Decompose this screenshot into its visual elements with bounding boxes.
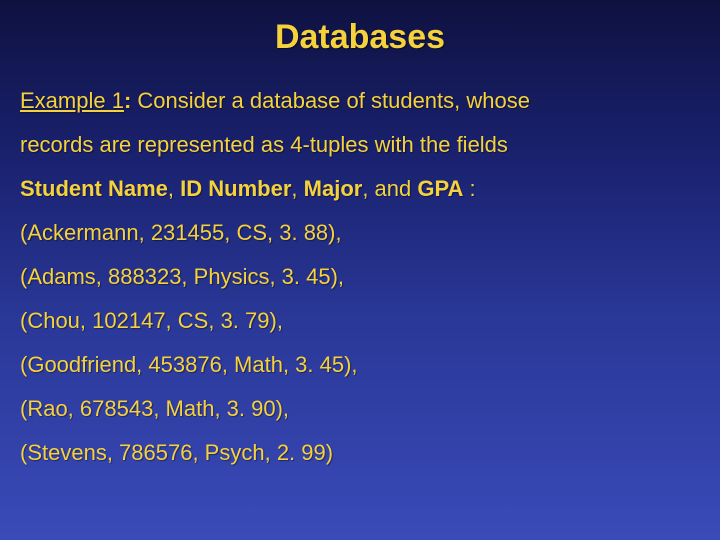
slide-title: Databases <box>20 18 700 57</box>
sep-and: , and <box>362 176 417 201</box>
intro-text: Example 1: Consider a database of studen… <box>20 79 700 211</box>
fields-suffix: : <box>463 176 475 201</box>
field-student-name: Student Name <box>20 176 168 201</box>
field-id-number: ID Number <box>180 176 291 201</box>
record-row: (Ackermann, 231455, CS, 3. 88), <box>20 211 700 255</box>
record-row: (Adams, 888323, Physics, 3. 45), <box>20 255 700 299</box>
record-row: (Goodfriend, 453876, Math, 3. 45), <box>20 343 700 387</box>
sep1: , <box>168 176 180 201</box>
record-row: (Stevens, 786576, Psych, 2. 99) <box>20 431 700 475</box>
field-major: Major <box>304 176 363 201</box>
intro-line2: records are represented as 4-tuples with… <box>20 132 508 157</box>
slide: Databases Example 1: Consider a database… <box>0 0 720 540</box>
records-list: (Ackermann, 231455, CS, 3. 88), (Adams, … <box>20 211 700 475</box>
sep2: , <box>291 176 303 201</box>
record-row: (Rao, 678543, Math, 3. 90), <box>20 387 700 431</box>
example-label: Example 1 <box>20 88 124 113</box>
intro-line1-rest: Consider a database of students, whose <box>131 88 530 113</box>
record-row: (Chou, 102147, CS, 3. 79), <box>20 299 700 343</box>
field-gpa: GPA <box>417 176 463 201</box>
